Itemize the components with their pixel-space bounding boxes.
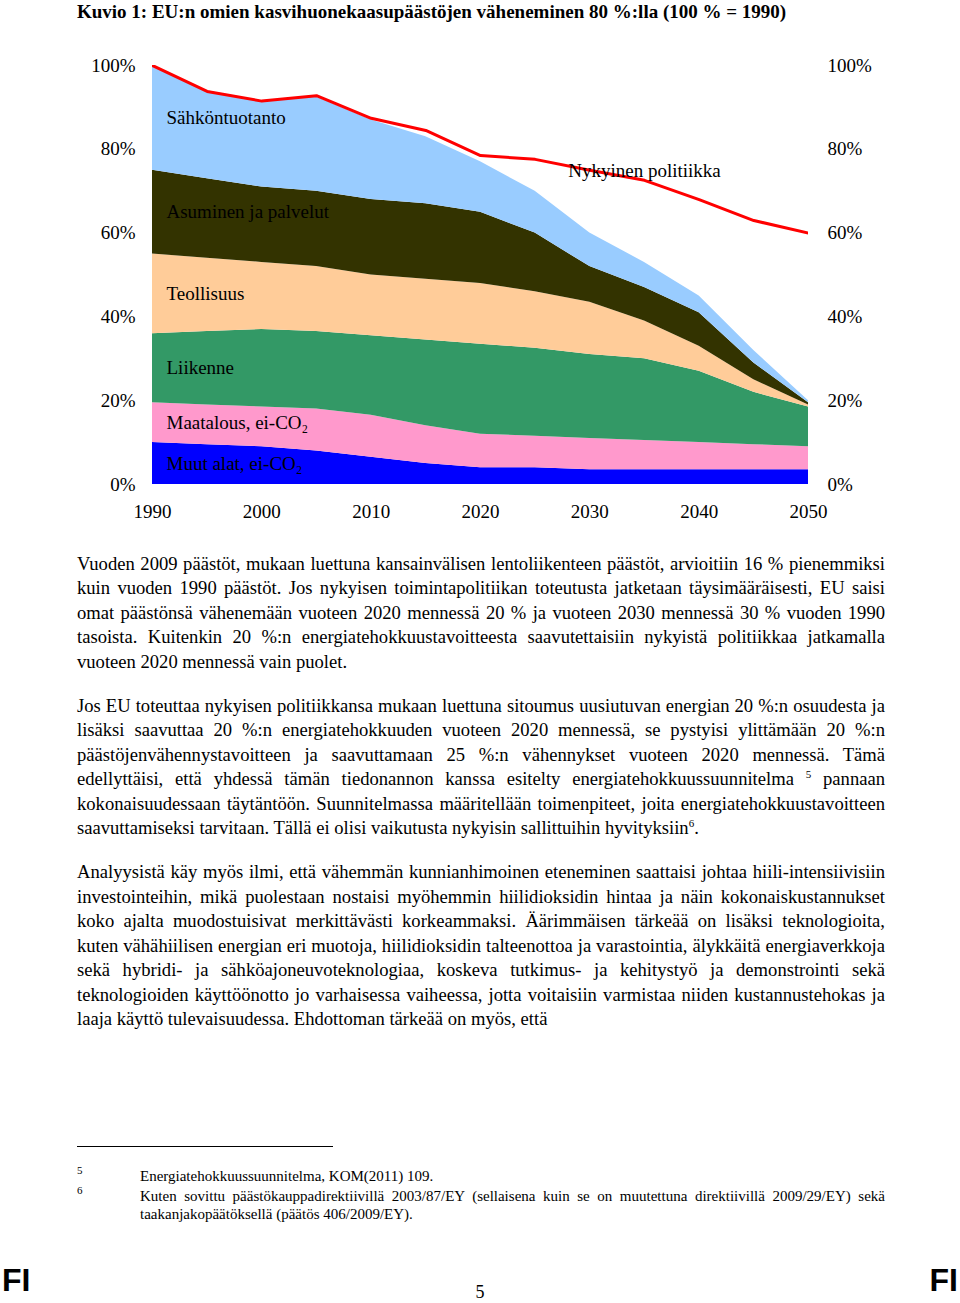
svg-text:20%: 20% [828, 390, 863, 411]
html-text:Vuoden 2009 päästöt, mukaan lu: Vuoden 2009 päästöt, mukaan luettuna kan… [77, 553, 885, 672]
html-text:Kuten sovittu päästökauppadire: Kuten sovittu päästökauppadirektiivillä … [140, 1188, 885, 1222]
svg-text:Liikenne: Liikenne [167, 357, 235, 378]
html-text:Kuvio 1: EU:n omien kasvihuone: Kuvio 1: EU:n omien kasvihuonekaasupääst… [77, 1, 787, 22]
html-text:FI: FI [2, 1262, 31, 1298]
html-text:Analyysistä käy myös ilmi, ett: Analyysistä käy myös ilmi, että vähemmän… [77, 861, 885, 1029]
svg-text:0%: 0% [110, 474, 136, 495]
svg-text:Sähköntuotanto: Sähköntuotanto [167, 107, 286, 128]
svg-text:40%: 40% [101, 306, 136, 327]
svg-text:100%: 100% [91, 55, 136, 76]
html-text:FI: FI [929, 1262, 958, 1298]
svg-text:80%: 80% [828, 138, 863, 159]
svg-text:2040: 2040 [680, 501, 718, 522]
svg-text:0%: 0% [828, 474, 854, 495]
svg-text:40%: 40% [828, 306, 863, 327]
svg-text:Maatalous, ei-CO₂: Maatalous, ei-CO₂ [167, 412, 309, 433]
svg-text:60%: 60% [828, 222, 863, 243]
html-text:5: 5 [77, 1164, 83, 1176]
svg-text:Teollisuus: Teollisuus [167, 283, 245, 304]
svg-text:2010: 2010 [352, 501, 390, 522]
svg-text:80%: 80% [101, 138, 136, 159]
svg-text:2000: 2000 [243, 501, 281, 522]
svg-text:100%: 100% [828, 55, 873, 76]
html-text:Energiatehokkuussuunnitelma, K: Energiatehokkuussuunnitelma, KOM(2011) 1… [140, 1168, 434, 1184]
svg-text:Nykyinen politiikka: Nykyinen politiikka [568, 160, 721, 181]
svg-text:2050: 2050 [790, 501, 828, 522]
svg-text:1990: 1990 [134, 501, 172, 522]
svg-text:60%: 60% [101, 222, 136, 243]
html-text:Jos EU toteuttaa nykyisen poli: Jos EU toteuttaa nykyisen politiikkansa … [77, 695, 885, 839]
svg-text:2030: 2030 [571, 501, 609, 522]
svg-text:2020: 2020 [462, 501, 500, 522]
html-text:6: 6 [77, 1184, 83, 1196]
svg-text:20%: 20% [101, 390, 136, 411]
html-text:5: 5 [475, 1282, 485, 1302]
svg-text:Muut alat, ei-CO₂: Muut alat, ei-CO₂ [167, 453, 303, 474]
svg-text:Asuminen ja palvelut: Asuminen ja palvelut [167, 201, 330, 222]
